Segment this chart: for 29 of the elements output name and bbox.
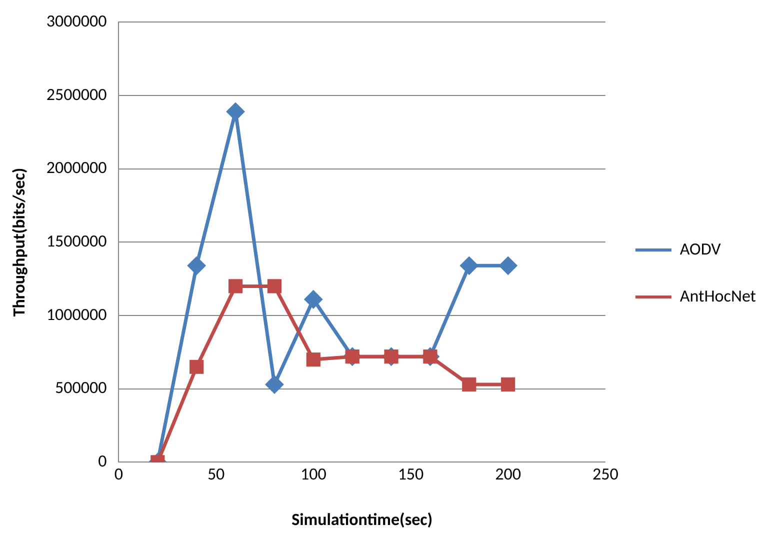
y-tick-label: 0 xyxy=(98,450,108,472)
point xyxy=(499,256,517,274)
point xyxy=(460,256,478,274)
legend-label: AODV xyxy=(680,238,722,260)
y-tick-label: 3000000 xyxy=(46,10,108,32)
x-tick-label: 200 xyxy=(495,464,522,485)
y-tick-label: 2000000 xyxy=(46,157,108,178)
point xyxy=(226,102,244,120)
y-tick-label: 2500000 xyxy=(46,84,108,105)
x-tick-label: 100 xyxy=(300,464,327,485)
point xyxy=(304,290,322,308)
point xyxy=(188,256,206,274)
x-axis-title: Simulationtime(sec) xyxy=(292,509,433,530)
y-axis-title: Throughput(bits/sec) xyxy=(8,168,30,317)
x-tick-label: 150 xyxy=(398,464,424,485)
x-tick-label: 250 xyxy=(592,464,619,485)
point xyxy=(266,376,284,394)
point xyxy=(306,352,320,367)
y-tick-label: 1500000 xyxy=(46,230,108,252)
point xyxy=(501,377,516,392)
point xyxy=(267,279,282,294)
y-tick-label: 1000000 xyxy=(46,304,108,325)
x-tick-label: 0 xyxy=(114,464,124,485)
point xyxy=(462,377,476,392)
point xyxy=(190,360,204,374)
point xyxy=(228,279,243,294)
x-tick-label: 50 xyxy=(207,464,226,485)
legend-label: AntHocNet xyxy=(680,285,756,306)
y-tick-label: 500000 xyxy=(55,377,108,398)
